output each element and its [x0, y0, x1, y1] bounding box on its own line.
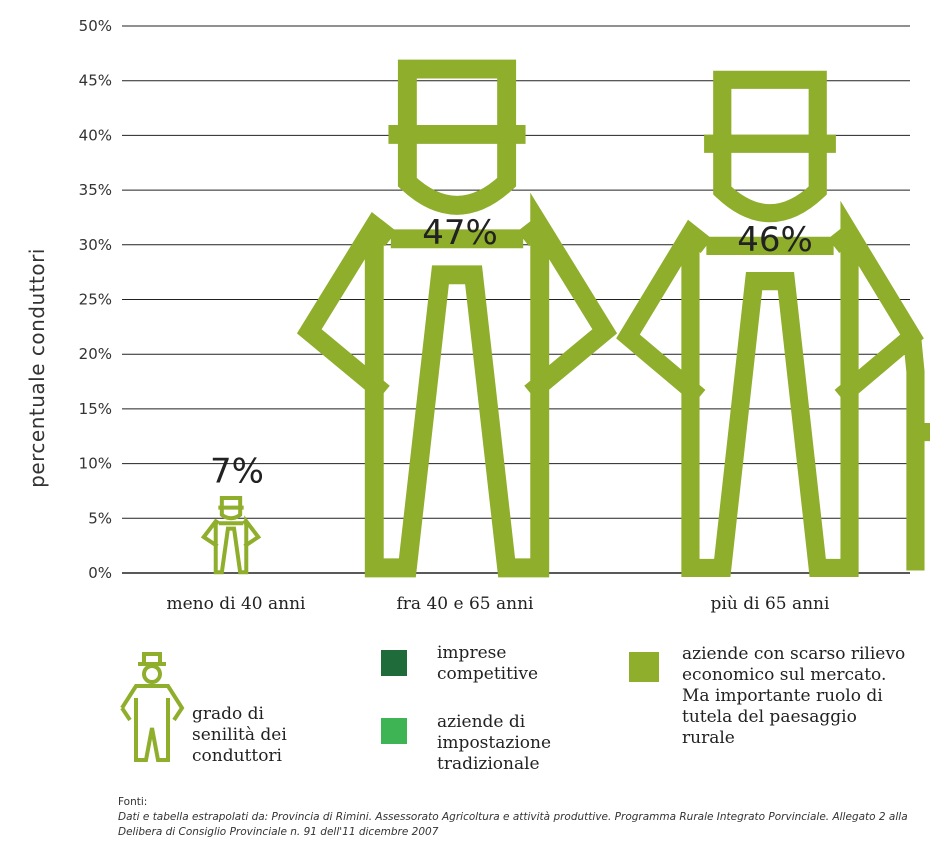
- y-tick-label: 50%: [79, 17, 112, 35]
- bar-head: [219, 508, 243, 521]
- legend-swatch-imprese: [381, 650, 407, 676]
- value-label: 7%: [210, 451, 264, 491]
- bar: [616, 70, 930, 578]
- y-tick-label: 20%: [79, 345, 112, 363]
- bar-hat: [388, 59, 526, 144]
- bar-hat: [704, 70, 836, 153]
- bar: [296, 59, 618, 578]
- y-tick-label: 45%: [79, 72, 112, 90]
- sources-title: Fonti:: [118, 796, 148, 808]
- y-axis-label: percentuale conduttori: [25, 248, 49, 488]
- bar-body: [200, 515, 262, 575]
- y-tick-label: 10%: [79, 455, 112, 473]
- y-tick-label: 40%: [79, 126, 112, 144]
- y-tick-label: 0%: [88, 564, 112, 582]
- bar-head: [397, 141, 517, 215]
- sources-note: Fonti: Dati e tabella estrapolati da: Pr…: [118, 795, 908, 840]
- value-labels: 7% 47% 46%: [210, 213, 813, 491]
- chart: 0% 5% 10% 15% 20% 25% 30% 35% 40% 45% 50% percentu…: [25, 17, 930, 614]
- legend-farmer-icon: [120, 652, 185, 762]
- legend-label-scarso-rilievo: aziende con scarso rilievo economico sul…: [682, 644, 906, 748]
- category-label: più di 65 anni: [711, 594, 830, 614]
- y-axis-ticks: 0% 5% 10% 15% 20% 25% 30% 35% 40% 45% 50%: [79, 17, 112, 582]
- legend-swatch-tradizionali: [381, 718, 407, 744]
- value-label: 46%: [737, 220, 813, 260]
- y-tick-label: 5%: [88, 509, 112, 527]
- legend-figure-label: grado di senilità dei conduttori: [192, 704, 287, 766]
- bar: [200, 495, 262, 575]
- category-labels: meno di 40 anni fra 40 e 65 anni più di 65…: [167, 594, 831, 614]
- y-tick-label: 25%: [79, 291, 112, 309]
- legend-label-imprese: imprese competitive: [437, 643, 539, 684]
- legend-label-tradizionali: aziende di impostazione tradizionale: [437, 712, 552, 774]
- value-label: 47%: [422, 213, 498, 253]
- y-tick-label: 15%: [79, 400, 112, 418]
- bar-cane: [902, 335, 930, 571]
- sources-text: Dati e tabella estrapolati da: Provincia…: [118, 811, 908, 838]
- legend-swatch-scarso-rilievo: [629, 652, 659, 682]
- bar-hat: [218, 495, 244, 510]
- y-tick-label: 30%: [79, 236, 112, 254]
- category-label: meno di 40 anni: [167, 594, 307, 614]
- bar-body: [616, 200, 924, 578]
- y-tick-label: 35%: [79, 181, 112, 199]
- bar-figures: [200, 59, 930, 578]
- category-label: fra 40 e 65 anni: [397, 594, 535, 614]
- bar-head: [713, 150, 827, 223]
- bar-body: [296, 192, 618, 578]
